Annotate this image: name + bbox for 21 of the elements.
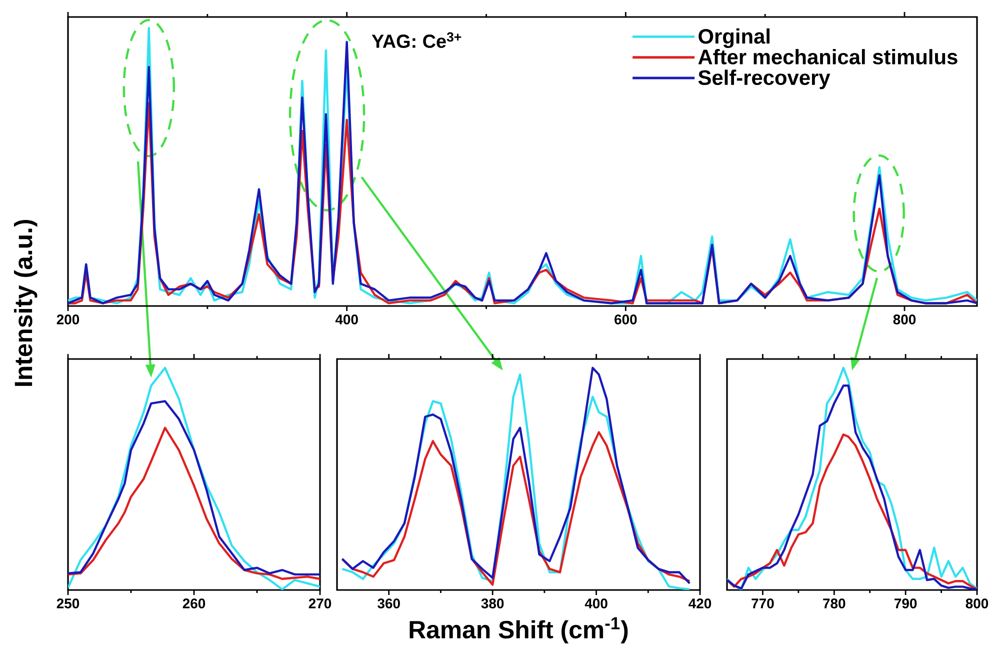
x-tick-label: 200 xyxy=(56,314,80,324)
legend-label: Self-recovery xyxy=(698,70,830,90)
x-tick-label: 380 xyxy=(481,598,504,608)
x-tick-label: 400 xyxy=(584,598,608,608)
y-axis-title: Intensity (a.u.) xyxy=(14,220,38,386)
x-tick-label: 400 xyxy=(335,314,358,324)
x-tick-label: 260 xyxy=(182,598,206,608)
legend-label: After mechanical stimulus xyxy=(698,49,958,64)
x-tick-label: 360 xyxy=(378,598,400,608)
annotation: YAG: Ce$^{3+}$ xyxy=(372,32,462,48)
x-tick-label: 800 xyxy=(966,598,988,608)
x-tick-label: 800 xyxy=(893,314,916,324)
x-axis-title: Raman Shift (cm$^{-1}$) xyxy=(410,617,628,644)
legend-label: Orginal xyxy=(698,28,770,48)
x-tick-label: 420 xyxy=(688,598,712,608)
x-tick-label: 600 xyxy=(614,314,637,324)
x-tick-label: 250 xyxy=(56,598,80,608)
x-tick-label: 770 xyxy=(752,598,774,608)
x-tick-label: 270 xyxy=(308,598,332,608)
x-tick-label: 790 xyxy=(894,598,917,608)
x-tick-label: 780 xyxy=(823,598,846,608)
